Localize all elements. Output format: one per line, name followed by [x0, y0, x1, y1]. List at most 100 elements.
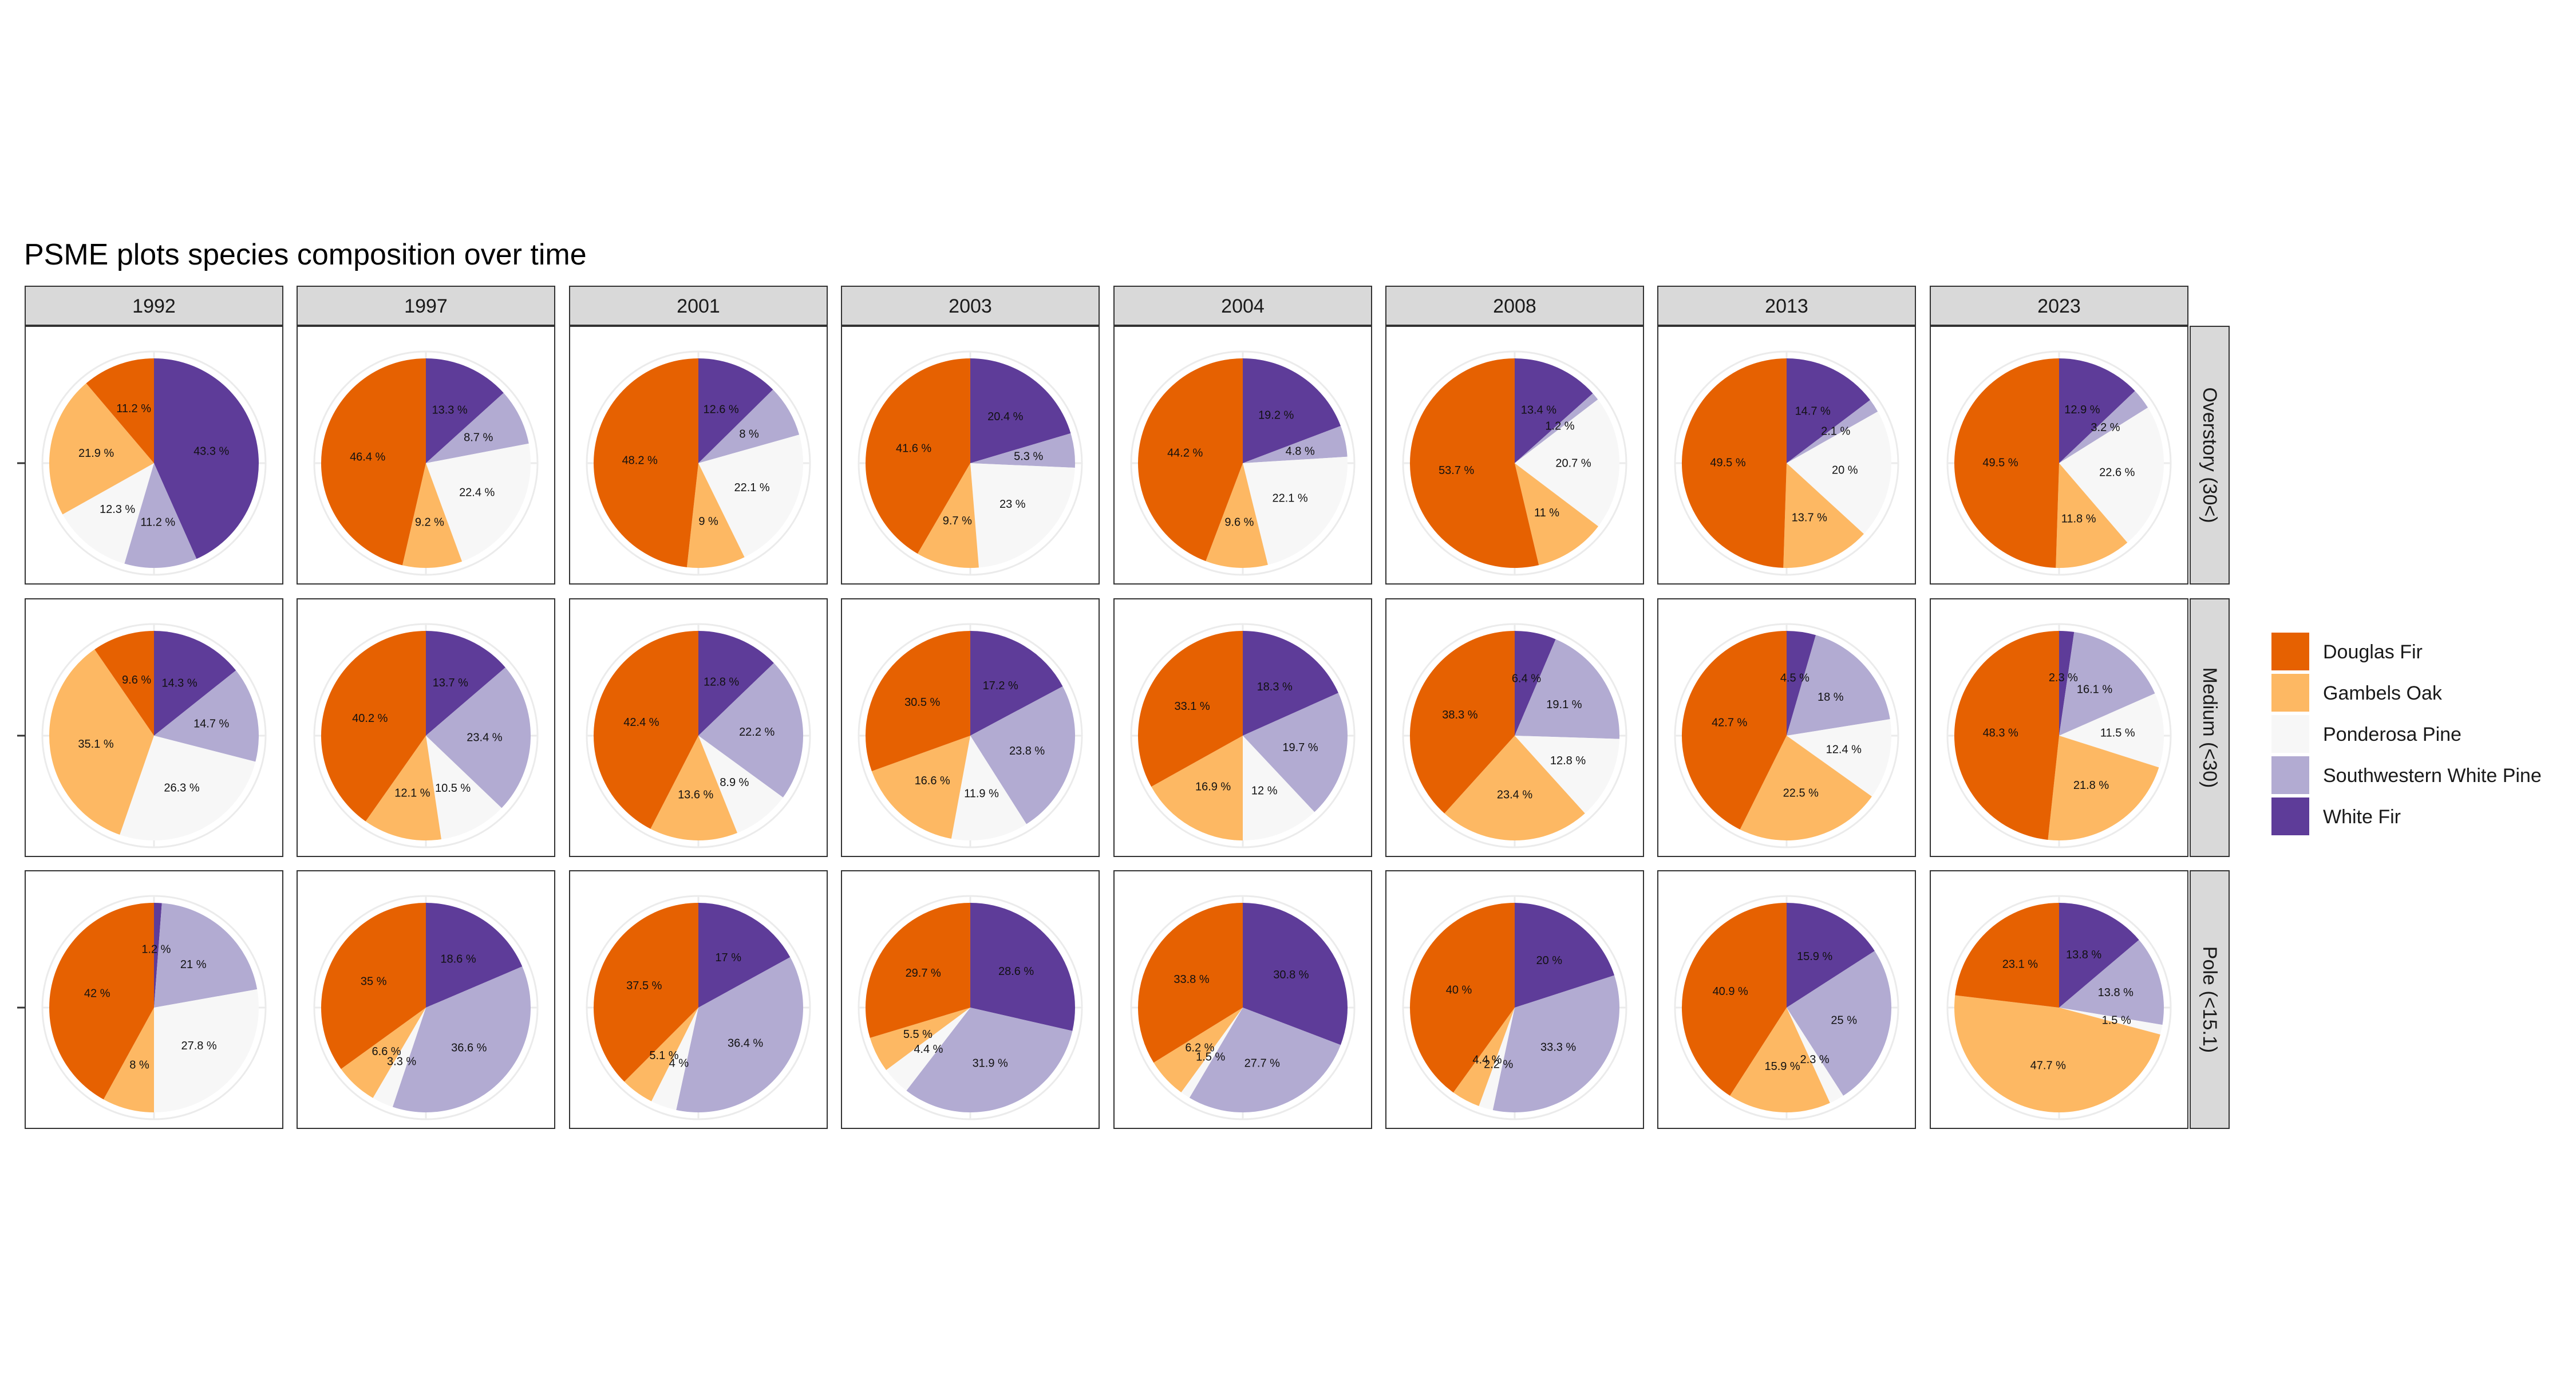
slice-southwestern-white-pine — [1243, 693, 1348, 812]
pct-label-southwestern-white-pine: 8.7 % — [464, 431, 493, 444]
pct-label-ponderosa-pine: 26.3 % — [164, 781, 199, 794]
panel-2023-overstory-30: 12.9 % 3.2 % 22.6 % 11.8 % 49.5 % — [1930, 326, 2188, 585]
slice-douglas-fir — [1954, 631, 2059, 840]
strip-box — [1113, 286, 1372, 326]
pct-label-southwestern-white-pine: 27.7 % — [1244, 1057, 1280, 1070]
slice-white-fir — [970, 903, 1075, 1031]
slice-gambels-oak — [1151, 736, 1243, 840]
slice-southwestern-white-pine — [2059, 631, 2155, 736]
pct-label-gambels-oak: 5.5 % — [903, 1028, 933, 1041]
slice-white-fir — [426, 358, 504, 463]
pct-label-gambels-oak: 35.1 % — [78, 738, 113, 751]
panel-1992-medium-30: 14.3 % 14.7 % 26.3 % 35.1 % 9.6 % — [25, 598, 283, 857]
pct-label-white-fir: 17 % — [715, 951, 741, 964]
legend-label: White Fir — [2323, 806, 2401, 828]
pct-label-southwestern-white-pine: 33.3 % — [1540, 1041, 1576, 1054]
slice-white-fir — [1787, 358, 1870, 463]
row-strip-overstory-30: Overstory (30<) — [2190, 326, 2230, 585]
pct-label-douglas-fir: 37.5 % — [626, 980, 662, 992]
panel-2004-medium-30: 18.3 % 19.7 % 12 % 16.9 % 33.1 % — [1113, 598, 1372, 857]
pct-label-southwestern-white-pine: 13.8 % — [2098, 986, 2134, 999]
slice-southwestern-white-pine — [970, 686, 1076, 824]
slice-douglas-fir — [594, 903, 698, 1082]
slice-white-fir — [426, 631, 505, 736]
pct-label-ponderosa-pine: 22.1 % — [1272, 492, 1307, 505]
legend-item-ponderosa-pine: Ponderosa Pine — [2271, 715, 2462, 753]
strip-box — [2190, 870, 2230, 1129]
pct-label-douglas-fir: 49.5 % — [1982, 456, 2018, 469]
pct-label-white-fir: 30.8 % — [1273, 969, 1309, 981]
strip-2013: 2013 — [1657, 286, 1916, 326]
strip-label: 2013 — [1765, 295, 1808, 317]
slice-douglas-fir — [594, 358, 698, 567]
pct-label-southwestern-white-pine: 5.3 % — [1014, 451, 1043, 463]
slice-southwestern-white-pine — [1243, 425, 1348, 463]
slice-gambels-oak — [1444, 736, 1585, 841]
slice-douglas-fir — [49, 903, 154, 1100]
pct-label-southwestern-white-pine: 16.1 % — [2077, 683, 2112, 696]
pct-label-white-fir: 13.7 % — [433, 677, 468, 689]
pct-label-southwestern-white-pine: 14.7 % — [193, 718, 229, 731]
pct-label-ponderosa-pine: 4 % — [669, 1057, 689, 1070]
pct-label-ponderosa-pine: 12 % — [1251, 784, 1278, 797]
slice-gambels-oak — [1954, 995, 2160, 1113]
strip-box — [2190, 598, 2230, 857]
slice-douglas-fir — [321, 903, 426, 1069]
pct-label-gambels-oak: 11.8 % — [2061, 513, 2096, 526]
pct-label-southwestern-white-pine: 4.8 % — [1286, 445, 1315, 457]
pct-label-ponderosa-pine: 4.4 % — [914, 1043, 943, 1056]
pct-label-southwestern-white-pine: 22.2 % — [739, 726, 775, 739]
pct-label-douglas-fir: 48.3 % — [1983, 727, 2018, 740]
strip-2023: 2023 — [1930, 286, 2188, 326]
panel-2001-medium-30: 12.8 % 22.2 % 8.9 % 13.6 % 42.4 % — [569, 598, 828, 857]
pct-label-white-fir: 18.3 % — [1257, 681, 1293, 693]
slice-white-fir — [698, 903, 791, 1008]
slice-gambels-oak — [870, 1008, 970, 1071]
slice-white-fir — [2059, 903, 2139, 1008]
pct-label-gambels-oak: 6.6 % — [372, 1045, 401, 1058]
slice-gambels-oak — [1453, 1008, 1515, 1106]
slice-ponderosa-pine — [1243, 736, 1315, 840]
slice-douglas-fir — [1138, 903, 1243, 1063]
pct-label-southwestern-white-pine: 11.2 % — [140, 516, 175, 528]
panels: 43.3 % 11.2 % 12.3 % 21.9 % 11.2 % 13.3 % 8.7 … — [25, 326, 2188, 1129]
slice-douglas-fir — [1138, 358, 1243, 562]
pct-label-ponderosa-pine: 2.2 % — [1484, 1059, 1513, 1071]
slice-southwestern-white-pine — [1492, 975, 1619, 1112]
slice-southwestern-white-pine — [392, 966, 531, 1112]
pct-label-ponderosa-pine: 12.8 % — [1550, 755, 1586, 767]
pct-label-douglas-fir: 33.1 % — [1174, 700, 1210, 713]
pct-label-southwestern-white-pine: 19.7 % — [1282, 741, 1318, 754]
pct-label-white-fir: 20.4 % — [987, 410, 1023, 423]
pct-label-white-fir: 28.6 % — [998, 965, 1034, 978]
slice-white-fir — [426, 903, 523, 1008]
panel-2004-overstory-30: 19.2 % 4.8 % 22.1 % 9.6 % 44.2 % — [1113, 326, 1372, 585]
slice-ponderosa-pine — [373, 1008, 426, 1107]
pct-label-white-fir: 12.8 % — [704, 676, 739, 689]
slice-ponderosa-pine — [62, 463, 154, 564]
strip-box — [2190, 326, 2230, 585]
slice-white-fir — [1243, 358, 1341, 463]
slice-white-fir — [1515, 358, 1593, 463]
legend-swatch — [2271, 756, 2309, 794]
slice-ponderosa-pine — [1787, 1008, 1844, 1103]
pct-label-white-fir: 4.5 % — [1780, 672, 1809, 685]
pct-label-gambels-oak: 4.4 % — [1472, 1054, 1502, 1067]
slice-douglas-fir — [594, 631, 698, 829]
slice-white-fir — [1787, 631, 1816, 736]
slice-ponderosa-pine — [1243, 456, 1348, 565]
slice-gambels-oak — [2056, 463, 2128, 568]
chart-title: PSME plots species composition over time — [24, 238, 587, 271]
pct-label-white-fir: 6.4 % — [1512, 673, 1541, 685]
slice-gambels-oak — [49, 649, 154, 835]
slice-gambels-oak — [1729, 1008, 1830, 1113]
pct-label-douglas-fir: 30.5 % — [904, 696, 940, 709]
slice-gambels-oak — [650, 736, 737, 840]
slice-gambels-oak — [624, 1008, 698, 1101]
pct-label-southwestern-white-pine: 23.8 % — [1009, 745, 1045, 757]
slice-white-fir — [1787, 903, 1875, 1008]
slice-ponderosa-pine — [1515, 399, 1620, 527]
slice-southwestern-white-pine — [970, 433, 1075, 468]
slice-ponderosa-pine — [651, 1008, 698, 1110]
panel-2003-medium-30: 17.2 % 23.8 % 11.9 % 16.6 % 30.5 % — [841, 598, 1100, 857]
